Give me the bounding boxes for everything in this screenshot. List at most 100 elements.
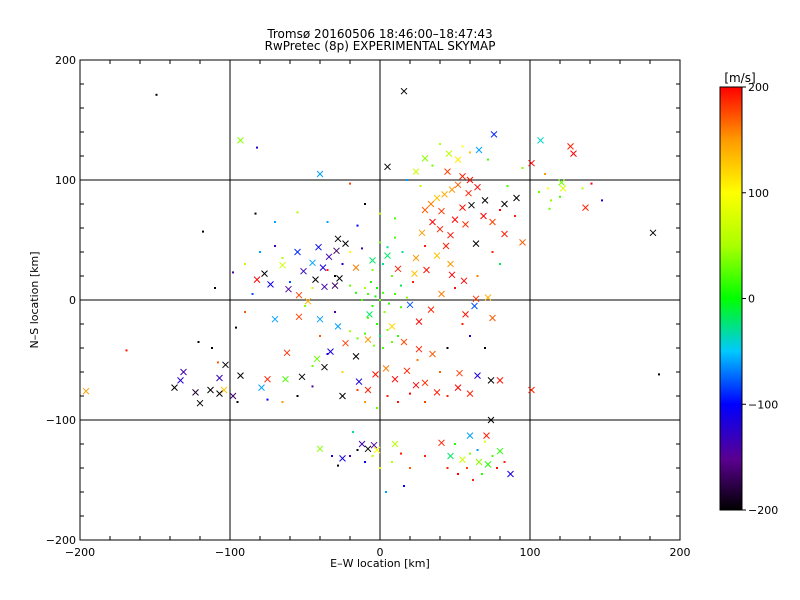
cross-marker [333, 247, 340, 255]
dot-marker [232, 271, 234, 274]
cross-stroke [258, 384, 265, 391]
cross-marker [448, 186, 456, 193]
dot-marker [235, 326, 237, 329]
dot-marker [469, 151, 471, 154]
cross-marker [352, 264, 360, 271]
dot-marker [274, 245, 276, 247]
cross-stroke [373, 446, 381, 454]
cross-marker [447, 231, 454, 239]
cross-stroke [427, 306, 435, 313]
cross-marker [411, 270, 418, 277]
dot-marker [376, 407, 378, 409]
cross-stroke [364, 445, 372, 453]
dot-marker [388, 302, 390, 305]
cross-marker [400, 87, 408, 95]
dot-marker [373, 344, 375, 347]
cross-marker [282, 375, 289, 383]
cross-stroke [388, 323, 396, 330]
dot-marker [349, 455, 351, 457]
cross-stroke [370, 441, 378, 449]
cross-marker [237, 372, 244, 379]
cross-marker [582, 204, 589, 211]
cross-stroke [567, 143, 574, 150]
dot-marker [311, 385, 314, 388]
cross-marker [180, 368, 187, 376]
colorbar-tick-label: 0 [748, 293, 755, 306]
cross-stroke [394, 265, 402, 273]
cross-stroke [489, 314, 496, 322]
cross-stroke [177, 377, 184, 384]
cross-stroke [312, 276, 319, 283]
cross-stroke [436, 225, 444, 233]
dot-marker [341, 371, 344, 373]
axis-ticks [79, 59, 681, 541]
cross-marker [364, 386, 372, 394]
cross-stroke [264, 375, 271, 383]
cross-stroke [448, 186, 456, 193]
colorbar-title: [m/s] [724, 71, 755, 85]
cross-stroke [321, 283, 328, 291]
cross-marker [298, 373, 306, 381]
dot-marker [311, 365, 314, 367]
dot-marker [386, 395, 389, 397]
cross-marker [465, 189, 472, 197]
dot-marker [394, 217, 396, 220]
cross-stroke [559, 185, 567, 192]
dot-marker [397, 401, 399, 403]
dot-marker [491, 251, 494, 253]
cross-stroke [342, 339, 349, 347]
cross-stroke [339, 392, 346, 400]
dot-marker [601, 199, 603, 202]
dot-marker [559, 195, 561, 198]
cross-stroke [454, 384, 462, 391]
cross-marker [325, 253, 333, 261]
dot-marker [349, 330, 351, 333]
dot-marker [424, 245, 426, 247]
cross-stroke [298, 373, 306, 381]
cross-stroke [456, 369, 463, 377]
x-tick-label: −200 [65, 546, 95, 559]
x-tick-label: 200 [670, 546, 691, 559]
dot-marker [259, 251, 261, 253]
cross-stroke [649, 229, 657, 237]
cross-marker [207, 386, 214, 394]
dot-marker [319, 335, 321, 337]
dot-marker [590, 182, 593, 185]
dot-marker [400, 306, 402, 309]
cross-marker [474, 372, 481, 379]
dot-marker [658, 373, 660, 376]
dot-marker [281, 257, 284, 259]
cross-stroke [466, 176, 474, 184]
cross-marker [474, 183, 481, 191]
cross-stroke [352, 264, 360, 271]
dot-marker [349, 182, 351, 185]
cross-marker [366, 311, 373, 318]
dot-marker [484, 440, 486, 443]
cross-stroke [237, 372, 244, 379]
cross-stroke [364, 386, 372, 394]
cross-stroke [501, 230, 508, 238]
cross-stroke [447, 231, 454, 239]
dot-marker [355, 291, 357, 294]
cross-marker [384, 252, 391, 259]
dot-marker [469, 335, 471, 337]
dot-marker [364, 461, 366, 463]
cross-marker [412, 168, 420, 175]
cross-stroke [480, 212, 487, 220]
cross-marker [466, 432, 474, 439]
x-tick-labels: −200 −100 0 100 200 [65, 546, 691, 559]
cross-stroke [355, 378, 363, 385]
dot-marker [326, 221, 329, 223]
cross-marker [171, 384, 178, 391]
dot-marker [379, 241, 381, 244]
cross-marker [261, 270, 268, 277]
dot-marker [550, 199, 552, 202]
colorbar-ticks: 200 100 0 −100 −200 [742, 81, 778, 517]
cross-stroke [391, 375, 399, 383]
dot-marker [454, 443, 456, 445]
cross-stroke [403, 367, 411, 375]
cross-stroke [483, 432, 490, 439]
dot-marker [326, 353, 329, 355]
cross-marker [454, 156, 462, 163]
cross-stroke [441, 191, 448, 198]
